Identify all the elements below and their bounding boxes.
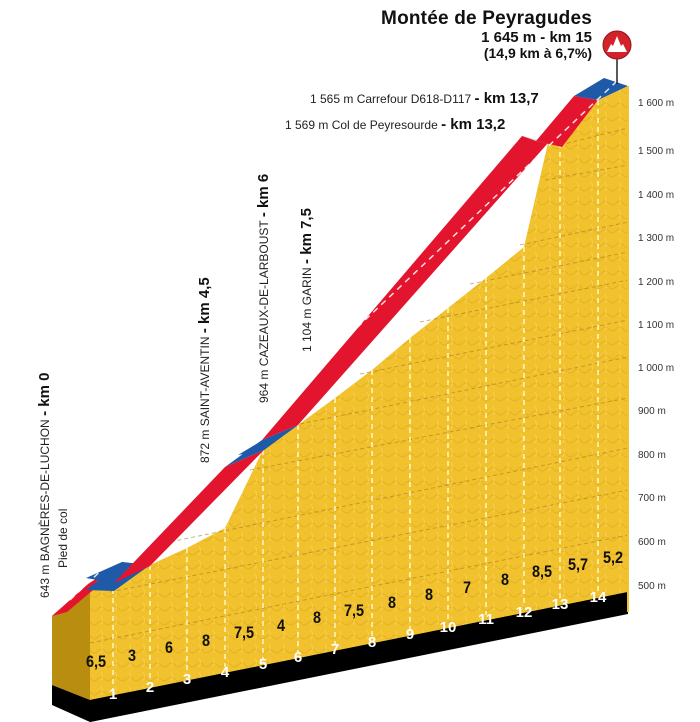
gradient-label: 8,5	[531, 562, 553, 581]
y-tick: 1 500 m	[638, 146, 675, 157]
waypoint-carrefour: 1 565 m Carrefour D618-D117 - km 13,7	[310, 90, 539, 107]
ribbon-seg-13-14	[536, 96, 598, 147]
altitude-gridlines	[89, 127, 629, 644]
gradient-label: 8	[312, 608, 322, 627]
waypoint-start-note: Pied de col	[56, 508, 70, 568]
ribbon-seg-5-13	[262, 136, 548, 440]
km-marker: 11	[478, 611, 494, 628]
waypoint-start: 643 m BAGNÈRES-DE-LUCHON - km 0	[36, 372, 53, 598]
waypoint-cazeaux: 964 m CAZEAUX-DE-LARBOUST - km 6	[255, 173, 272, 403]
gradient-label: 3	[127, 646, 137, 665]
km-marker: 7	[330, 641, 340, 658]
gradient-label: 6	[164, 638, 174, 657]
gradient-label: 8	[424, 585, 434, 604]
summit-marker-icon	[602, 30, 632, 84]
y-tick: 1 300 m	[638, 233, 675, 244]
y-tick: 1 100 m	[638, 320, 675, 331]
y-tick: 600 m	[638, 537, 666, 548]
km-marker: 14	[589, 589, 607, 606]
waypoint-peyresourde: 1 569 m Col de Peyresourde - km 13,2	[285, 116, 506, 133]
km-marker: 12	[515, 604, 533, 621]
road-ribbon	[52, 78, 628, 616]
km-marker: 5	[258, 656, 268, 673]
km-dividers	[112, 100, 599, 690]
km-marker: 9	[405, 626, 415, 643]
km-marker: 8	[367, 634, 377, 651]
gradient-label: 5,7	[567, 555, 589, 574]
y-tick: 900 m	[638, 406, 666, 417]
gradient-label: 4	[276, 616, 286, 635]
y-tick: 1 400 m	[638, 190, 675, 201]
km-marker: 4	[220, 664, 230, 681]
climb-stats: (14,9 km à 6,7%)	[483, 45, 592, 61]
summit-altitude: 1 645 m - km 15	[481, 29, 592, 46]
km-marker: 10	[439, 619, 457, 636]
km-marker: 1	[108, 686, 118, 703]
km-marker: 6	[293, 649, 303, 666]
climb-title: Montée de Peyragudes	[381, 8, 592, 29]
ribbon-seg-2-4	[114, 450, 264, 583]
y-tick: 500 m	[638, 581, 666, 592]
gradient-label: 8	[500, 570, 510, 589]
km-marker: 13	[551, 596, 569, 613]
gradient-label: 7,5	[233, 623, 255, 642]
y-tick: 800 m	[638, 450, 666, 461]
y-tick: 700 m	[638, 493, 666, 504]
km-marker: 3	[182, 671, 192, 688]
gradient-label: 8	[387, 593, 397, 612]
km-marker: 2	[145, 679, 155, 696]
gradient-label: 6,5	[85, 652, 107, 671]
y-tick: 1 200 m	[638, 277, 675, 288]
waypoint-saint-aventin: 872 m SAINT-AVENTIN - km 4,5	[196, 277, 213, 463]
waypoint-garin: 1 104 m GARIN - km 7,5	[298, 208, 315, 352]
y-tick: 1 000 m	[638, 363, 675, 374]
y-tick: 1 600 m	[638, 98, 675, 109]
gradient-label: 7,5	[343, 601, 365, 620]
gradient-label: 7	[462, 578, 472, 597]
gradient-label: 5,2	[602, 548, 624, 567]
title-block: Montée de Peyragudes 1 645 m - km 15 (14…	[381, 8, 592, 61]
gradient-label: 8	[201, 631, 211, 650]
